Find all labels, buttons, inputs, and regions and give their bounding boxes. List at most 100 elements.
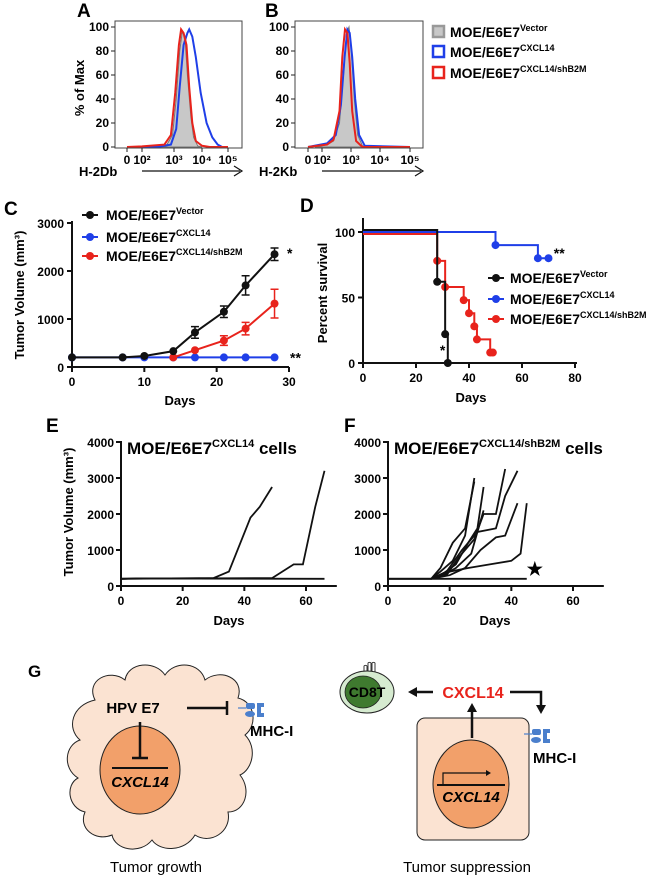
panel-c-line-vector [72,253,276,359]
panel-d-ylabel: Percent survival [315,243,330,343]
tumor-growth-caption: Tumor growth [110,859,202,876]
panel-c-data-point [118,353,127,362]
panel-c-data-point [219,336,228,345]
panel-b-xtick-label: 10⁵ [401,153,420,167]
legend-swatch-shb2m [431,65,446,80]
panel-e-tumor-curve [120,470,326,580]
panel-e-ytick-label: 1000 [87,544,114,558]
panel-c-xlabel: Days [164,393,195,408]
panel-f-xtick-label: 40 [505,594,519,608]
arrow-head [536,705,546,714]
panel-d-xtick-label: 40 [462,371,476,385]
panel-c-xtick-label: 10 [138,375,152,389]
panel-f-ytick-label: 4000 [354,436,381,450]
panel-c-data-point [241,281,250,290]
panel-d-xlabel: Days [455,390,486,405]
panel-f-ytick-label: 0 [374,580,381,594]
mhc-i-label: MHC-I [250,723,293,740]
panel-f-tumor-curve [430,503,528,580]
panel-e-ytick-label: 2000 [87,508,114,522]
panel-c-data-point [270,250,279,259]
panel-a-xlabel: H-2Db [79,164,117,179]
panel-c-data-point [190,346,199,355]
panel-e-xtick-label: 20 [176,594,190,608]
promoter-arrow [442,772,488,785]
panel-d-xtick-label: 20 [409,371,423,385]
panel-e-xtick-label: 60 [299,594,313,608]
cd8-t-cell-nucleus [344,675,382,709]
panel-a-histogram-cxcl14 [127,27,228,148]
legend-label: MOE/E6E7CXCL14 [450,43,555,60]
panel-d-ytick-label: 50 [342,292,356,306]
panel-label-d: D [300,196,314,217]
panel-e-ylabel: Tumor Volume (mm³) [61,448,76,577]
panel-b-xtick-label: 0 [305,153,312,167]
panel-e-ytick-label: 3000 [87,472,114,486]
legend-swatch-cxcl14 [431,44,446,59]
panel-c-data-point [219,307,228,316]
panel-f-xtick-label: 0 [385,594,392,608]
legend-label: MOE/E6E7Vector [450,23,548,40]
panel-c-ytick-label: 3000 [37,217,64,231]
panel-f-xlabel: Days [479,613,510,628]
panel-f-star-annotation: ★ [527,559,544,579]
panel-d-xtick-label: 80 [568,371,582,385]
panel-label-e: E [46,416,59,437]
panel-c-significance-vector: * [287,245,293,261]
diagram-left: HPV E7 CXCL14 MHC-I Tumor growth [66,664,293,876]
panel-d-legend-marker [492,295,500,303]
panel-label-g: G [28,662,41,681]
panel-c-data-point [169,353,178,362]
panel-d-legend-label: MOE/E6E7Vector [510,269,608,286]
panel-b-arrow-head [414,165,425,177]
panel-d-ytick-label: 0 [348,357,355,371]
arrow-head [486,770,491,776]
panel-c-ytick-label: 0 [57,361,64,375]
panel-b-ytick-label: 100 [269,20,289,34]
panel-c-legend-marker [86,233,94,241]
panel-d-legend-marker [492,274,500,282]
panel-c-xtick-label: 0 [69,375,76,389]
panel-b-xtick-label: 10⁴ [370,153,389,167]
panel-d-xtick-label: 60 [515,371,529,385]
panel-d-data-point [443,359,452,367]
panel-c-legend-marker [86,211,94,219]
panel-a-ytick-label: 20 [96,116,110,130]
panel-c-legend-marker [86,252,94,260]
panel-a-ytick-label: 0 [102,140,109,154]
legend-swatch-vector [431,24,446,39]
panel-b-plot-frame [294,20,424,149]
panel-c-ytick-label: 2000 [37,265,64,279]
panel-c-ylabel: Tumor Volume (mm³) [12,231,27,360]
tumor-suppression-caption: Tumor suppression [403,859,531,876]
panel-c-data-point [241,324,250,333]
panel-c-xtick-label: 30 [282,375,296,389]
panel-f-ytick-label: 2000 [354,508,381,522]
panel-f-xtick-label: 20 [443,594,457,608]
panel-d-survival-shb2m [363,233,493,354]
panel-e-tumor-curve [120,486,273,580]
panel-c-data-point [190,353,199,362]
panel-d-significance-cxcl14: ** [554,245,565,261]
panel-a-xtick-label: 10² [133,153,150,167]
receptor-icon [363,661,376,675]
panel-b-ytick-label: 40 [276,92,290,106]
panel-f-tumor-curve [430,470,519,580]
panel-b-xlabel: H-2Kb [259,164,297,179]
panel-b-xtick-label: 10² [313,153,330,167]
panel-a-ytick-label: 80 [96,44,110,58]
panel-d-data-point [470,322,479,331]
panel-d-significance-vector: * [440,342,446,358]
arrow-head [467,703,477,712]
panel-a-ytick-label: 40 [96,92,110,106]
panel-c-significance-cxcl14: ** [290,349,301,365]
panel-c-legend-label: MOE/E6E7CXCL14 [106,228,211,245]
panel-c-data-point [270,353,279,362]
panel-label-b: B [265,1,279,22]
panel-b-ytick-label: 20 [276,116,290,130]
panel-a-ylabel: % of Max [72,59,87,116]
panel-a-xtick-label: 10³ [165,153,182,167]
panel-d-survival-cxcl14 [363,231,549,260]
panel-label-f: F [344,416,356,437]
panel-b-ytick-label: 0 [282,140,289,154]
